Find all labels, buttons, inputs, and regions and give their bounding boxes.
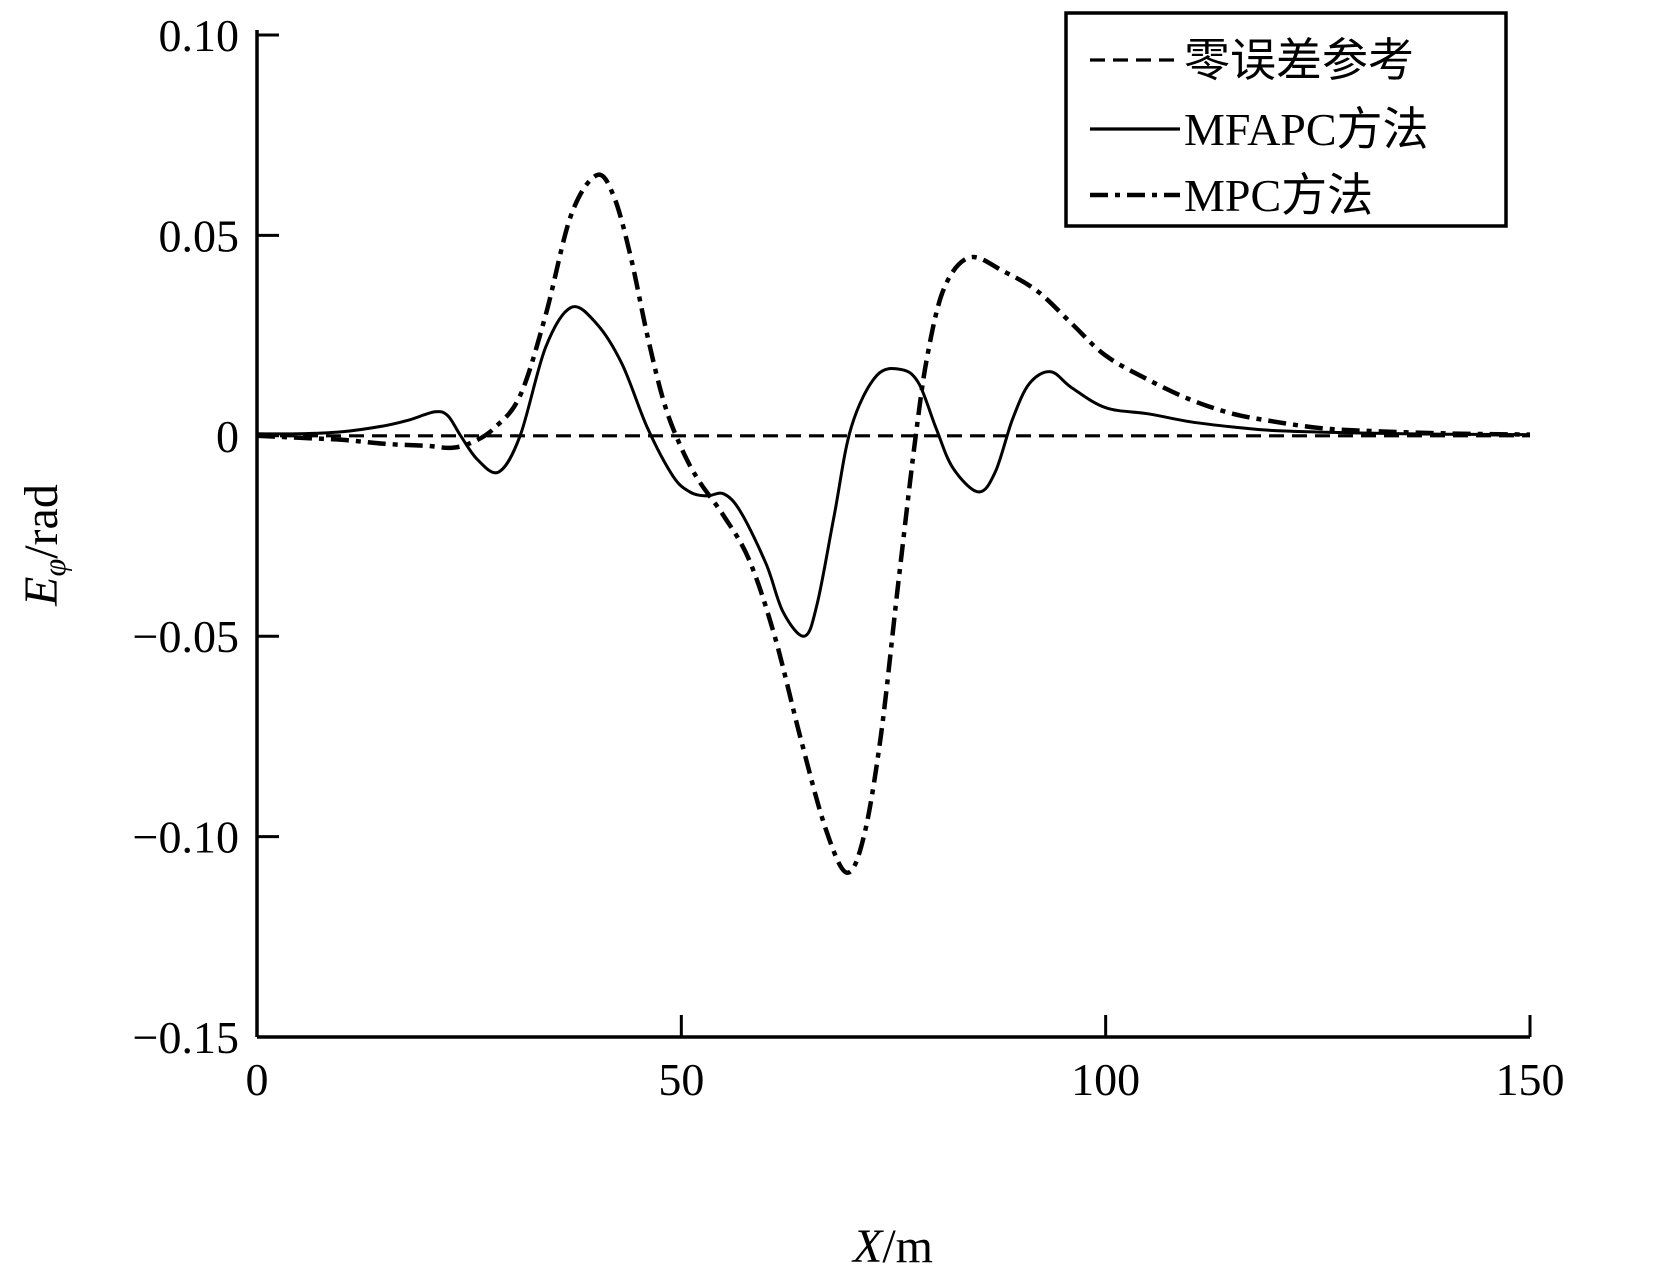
legend-label-mfapc: MFAPC方法 [1184, 104, 1429, 155]
y-tick-label: −0.15 [133, 1012, 239, 1063]
y-tick-label: 0.05 [159, 210, 240, 261]
legend-label-mpc: MPC方法 [1184, 170, 1373, 221]
x-tick-label: 100 [1071, 1054, 1140, 1105]
y-tick-label: 0 [216, 411, 239, 462]
x-axis-title: X/m [851, 1220, 933, 1267]
series-mfapc [256, 305, 1531, 638]
y-tick-label: −0.05 [133, 611, 239, 662]
x-axis-var: X [851, 1220, 884, 1267]
plot-frame [255, 30, 1530, 1039]
x-tick-label: 0 [246, 1054, 269, 1105]
x-ticks: 0 50 100 150 [246, 1015, 1565, 1105]
y-axis-unit: /rad [15, 484, 68, 559]
y-tick-label: −0.10 [133, 812, 239, 863]
legend-label-zero-error: 零误差参考 [1184, 35, 1414, 86]
x-axis-unit: /m [882, 1220, 933, 1267]
legend: 零误差参考 MFAPC方法 MPC方法 [1064, 11, 1508, 228]
y-axis-title: Eφ/rad [15, 484, 72, 607]
y-axis-var: E [15, 577, 68, 607]
y-ticks: 0.10 0.05 0 −0.05 −0.10 −0.15 [133, 10, 279, 1063]
x-tick-label: 150 [1496, 1054, 1565, 1105]
series-mpc [256, 172, 1531, 875]
x-tick-label: 50 [658, 1054, 704, 1105]
y-axis-subscript: φ [36, 559, 72, 577]
y-tick-label: 0.10 [159, 10, 240, 61]
legend-box [1064, 11, 1508, 228]
series-layer [256, 172, 1531, 875]
